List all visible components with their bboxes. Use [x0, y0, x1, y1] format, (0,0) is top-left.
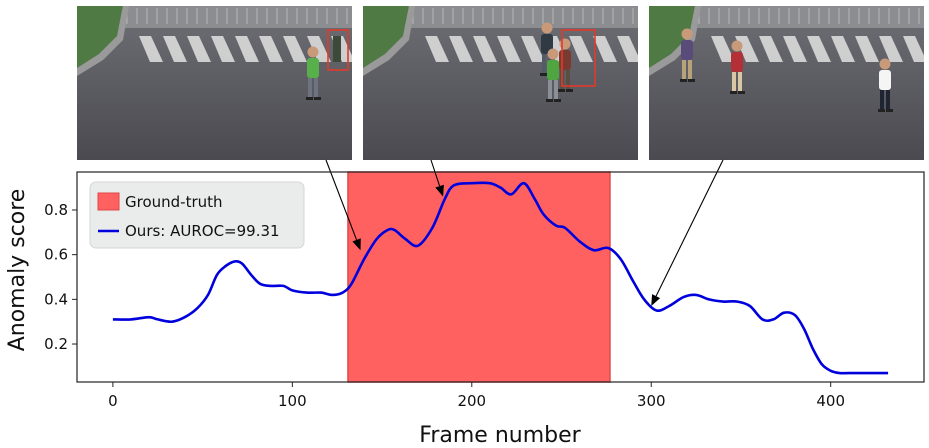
annotation-arrow-head [435, 184, 444, 197]
person [546, 48, 561, 102]
y-tick-label: 0.6 [44, 246, 68, 264]
legend: Ground-truth Ours: AUROC=99.31 [89, 181, 305, 249]
person [680, 28, 695, 82]
video-frame-2 [363, 6, 638, 160]
annotation-arrow-line [430, 159, 441, 187]
person [730, 40, 745, 94]
video-frame-1 [77, 6, 352, 160]
y-tick-label: 0.4 [44, 290, 68, 308]
anomaly-bounding-box [561, 29, 596, 87]
legend-box [89, 181, 305, 249]
annotation-arrow-head [352, 238, 361, 251]
greenery [363, 6, 409, 68]
y-tick-label: 0.2 [44, 335, 68, 353]
ground-truth-band [347, 171, 611, 383]
y-axis-label: Anomaly score [5, 189, 30, 352]
sidewalk [649, 6, 924, 28]
plot-area-frame [76, 171, 925, 383]
x-tick-label: 400 [816, 392, 845, 410]
sidewalk [77, 6, 352, 28]
x-tick-label: 300 [637, 392, 666, 410]
greenery [77, 6, 123, 68]
annotation-arrows [325, 159, 724, 307]
anomaly-score-line [112, 181, 889, 375]
y-tick-label: 0.8 [44, 201, 68, 219]
x-tick-label: 0 [108, 392, 118, 410]
annotation-arrow-line [655, 159, 724, 297]
sidewalk [363, 6, 638, 28]
greenery [649, 6, 695, 68]
y-axis-ticks: 0.2 0.4 0.6 0.8 [44, 201, 77, 353]
anomaly-bounding-box [327, 29, 349, 71]
legend-series-label: Ours: AUROC=99.31 [125, 222, 280, 240]
annotation-arrow-head [651, 294, 661, 307]
legend-ground-truth-label: Ground-truth [125, 193, 223, 211]
annotation-arrow-line [325, 159, 358, 241]
video-frame-3 [649, 6, 924, 160]
x-axis-ticks: 0 100 200 300 400 [108, 382, 845, 410]
x-tick-label: 200 [457, 392, 486, 410]
legend-ground-truth-swatch [97, 192, 120, 211]
x-tick-label: 100 [278, 392, 307, 410]
person [878, 58, 893, 112]
crosswalk [139, 36, 352, 62]
x-axis-label: Frame number [419, 423, 581, 448]
person [306, 46, 321, 100]
